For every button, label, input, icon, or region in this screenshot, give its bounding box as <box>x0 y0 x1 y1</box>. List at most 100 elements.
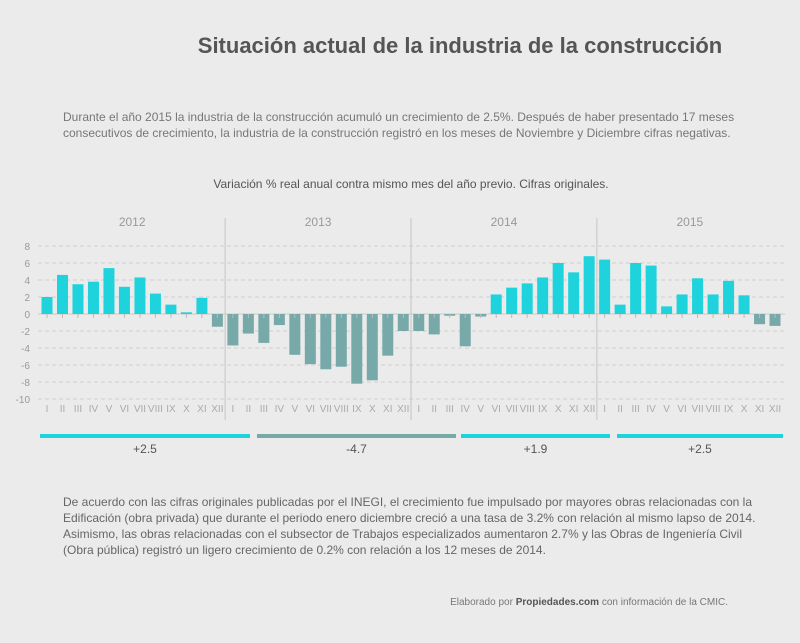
bar <box>258 314 270 343</box>
x-tick-label: IV <box>646 404 656 415</box>
bar <box>180 312 192 314</box>
x-tick-label: IX <box>538 404 548 415</box>
bar <box>707 294 719 314</box>
annual-value: +1.9 <box>524 442 548 456</box>
bar <box>149 293 161 314</box>
x-tick-label: XI <box>383 404 392 415</box>
x-tick-label: VIII <box>706 404 721 415</box>
bar <box>568 272 580 314</box>
bar <box>366 314 378 381</box>
x-tick-label: II <box>431 404 437 415</box>
x-tick-label: V <box>106 404 113 415</box>
bar <box>537 277 549 314</box>
x-tick-label: VIII <box>148 404 163 415</box>
x-tick-label: VIII <box>520 404 535 415</box>
x-tick-label: III <box>446 404 454 415</box>
footer-text: De acuerdo con las cifras originales pub… <box>63 495 756 557</box>
bar <box>118 286 130 314</box>
bar <box>583 256 595 314</box>
x-tick-label: XII <box>397 404 409 415</box>
credit-prefix: Elaborado por <box>450 597 516 608</box>
bar <box>320 314 332 370</box>
x-tick-label: IV <box>89 404 99 415</box>
bar <box>599 259 611 314</box>
bar <box>676 294 688 314</box>
x-tick-label: XI <box>197 404 206 415</box>
bar <box>165 304 177 314</box>
x-tick-label: II <box>60 404 66 415</box>
bar <box>41 297 53 314</box>
bar <box>552 263 564 314</box>
bar <box>351 314 363 384</box>
x-tick-label: XII <box>769 404 781 415</box>
x-tick-label: X <box>555 404 562 415</box>
bar <box>87 281 99 314</box>
bar <box>459 314 471 347</box>
bar <box>242 314 254 334</box>
x-tick-label: I <box>46 404 49 415</box>
y-tick-label: -8 <box>21 378 30 389</box>
y-tick-label: 6 <box>24 259 30 270</box>
bar <box>227 314 239 346</box>
y-tick-label: 0 <box>24 310 30 321</box>
bar <box>397 314 409 331</box>
bar <box>196 297 208 314</box>
x-tick-label: XII <box>211 404 223 415</box>
x-tick-label: II <box>617 404 623 415</box>
y-tick-label: -6 <box>21 361 30 372</box>
credit-brand: Propiedades.com <box>515 597 600 608</box>
x-tick-label: VII <box>320 404 332 415</box>
x-tick-label: X <box>183 404 190 415</box>
year-label: 2015 <box>676 215 703 229</box>
credit-suffix: con información de la CMIC. <box>599 597 728 608</box>
bar <box>72 284 84 314</box>
x-tick-label: II <box>246 404 252 415</box>
bar <box>614 304 626 314</box>
credit: Elaborado por Propiedades.com con inform… <box>450 597 728 608</box>
bar <box>521 283 533 314</box>
annual-value: -4.7 <box>346 442 367 456</box>
page-title: Situación actual de la industria de la c… <box>197 33 723 58</box>
bar <box>490 294 502 314</box>
x-tick-label: VI <box>120 404 129 415</box>
y-tick-label: -10 <box>16 395 31 406</box>
bar <box>692 278 704 314</box>
annual-bar <box>461 434 610 438</box>
x-tick-label: I <box>417 404 420 415</box>
bar <box>738 295 750 314</box>
bar <box>428 314 440 335</box>
x-tick-label: VI <box>677 404 686 415</box>
x-tick-label: VI <box>491 404 500 415</box>
bar <box>506 287 518 314</box>
x-tick-label: VII <box>691 404 703 415</box>
x-tick-label: XII <box>583 404 595 415</box>
x-tick-label: V <box>292 404 299 415</box>
year-label: 2013 <box>305 215 332 229</box>
x-tick-label: IX <box>352 404 362 415</box>
year-label: 2012 <box>119 215 146 229</box>
x-tick-label: XI <box>755 404 764 415</box>
y-tick-label: 8 <box>24 242 30 253</box>
x-tick-label: VII <box>506 404 518 415</box>
bar <box>304 314 316 365</box>
year-label: 2014 <box>491 215 518 229</box>
bar <box>769 314 781 326</box>
intro-text: Durante el año 2015 la industria de la c… <box>63 110 735 140</box>
x-tick-label: X <box>369 404 376 415</box>
x-tick-label: I <box>603 404 606 415</box>
bar <box>56 274 68 314</box>
x-tick-label: IV <box>461 404 471 415</box>
y-tick-label: -2 <box>21 327 30 338</box>
x-tick-label: XI <box>569 404 578 415</box>
y-tick-label: 4 <box>24 276 30 287</box>
bar <box>661 306 673 314</box>
x-tick-label: IX <box>724 404 734 415</box>
bar <box>630 263 642 314</box>
bar <box>289 314 301 355</box>
x-tick-label: IX <box>166 404 176 415</box>
bar <box>273 314 285 326</box>
x-tick-label: III <box>631 404 639 415</box>
bar <box>382 314 394 356</box>
